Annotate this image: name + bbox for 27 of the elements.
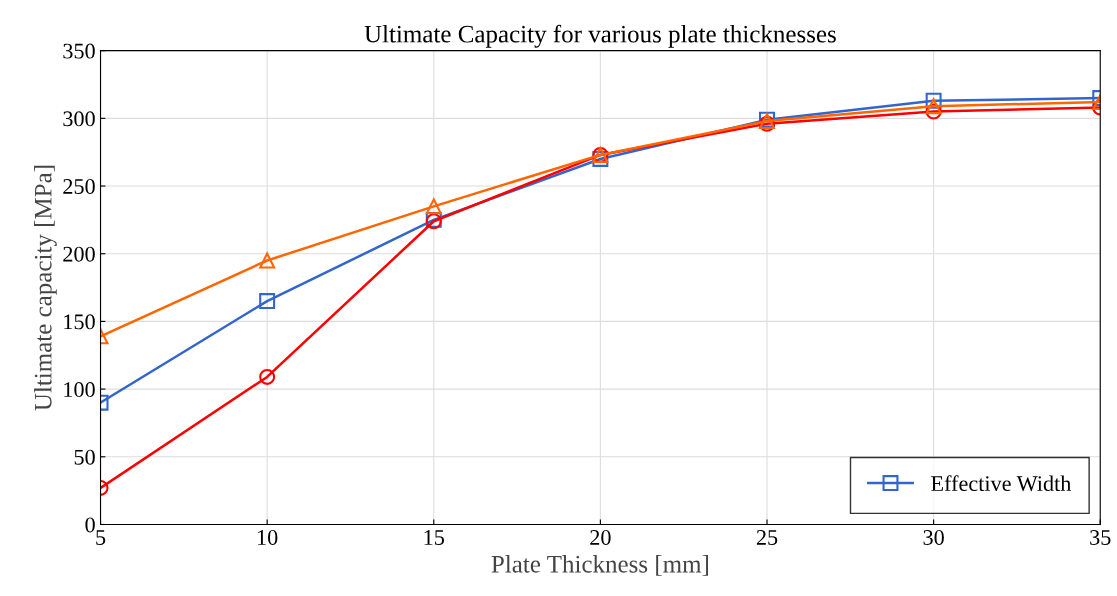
point — [259, 252, 276, 269]
y-tick-label: 200 — [63, 246, 95, 262]
point — [925, 98, 942, 115]
y-axis-title: Ultimate capacity [MPa] — [34, 165, 57, 411]
y-tick-label: 350 — [63, 43, 95, 59]
chart-title: Ultimate Capacity for various plate thicknesses — [364, 24, 836, 48]
point — [925, 103, 942, 120]
point — [925, 92, 942, 109]
x-axis-title: Plate Thickness [mm] — [491, 555, 709, 576]
x-tick-label: 15 — [424, 530, 445, 545]
x-tick-label: 35 — [1090, 530, 1111, 545]
x-tick-label: 25 — [756, 530, 778, 545]
point — [425, 198, 442, 215]
point — [259, 293, 276, 310]
y-tick-label: 50 — [74, 449, 95, 465]
y-tick-label: 100 — [64, 382, 95, 398]
x-tick-label: 30 — [923, 529, 944, 545]
y-tick-label: 250 — [63, 178, 95, 194]
y-tick-label: 0 — [85, 517, 95, 533]
y-tick-label: 300 — [63, 111, 95, 127]
x-tick-label: 5 — [96, 530, 106, 545]
y-tick-label: 150 — [64, 314, 95, 330]
point — [592, 150, 609, 167]
x-tick-label: 10 — [257, 529, 278, 545]
x-tick-label: 20 — [590, 529, 611, 545]
point — [259, 368, 276, 385]
legend-label: Effective Width — [931, 475, 1072, 492]
